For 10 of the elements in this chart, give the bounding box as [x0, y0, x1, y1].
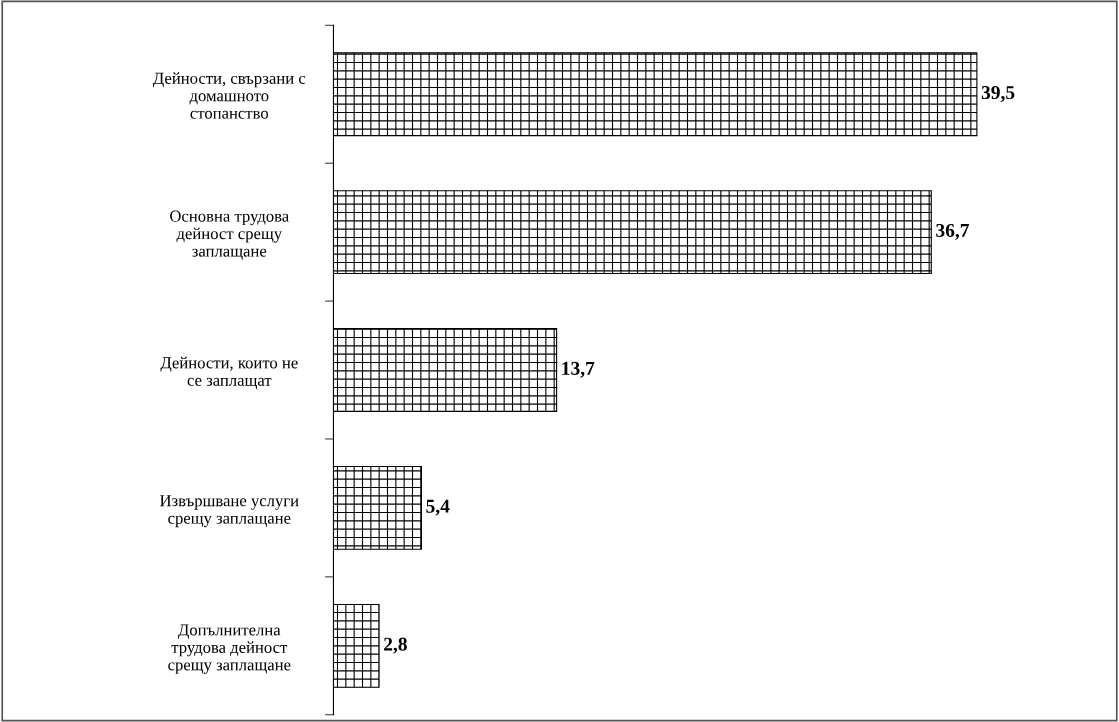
data-label: 2,8: [384, 637, 407, 654]
y-tick-label: Основна трудова дейност срещу заплащане: [170, 210, 289, 260]
data-label: 5,4: [426, 499, 450, 516]
data-label: 39,5: [981, 86, 1015, 102]
data-label: 36,7: [936, 223, 969, 240]
y-tick-label: Извършване услуги срещу заплащане: [160, 495, 299, 528]
data-label: 13,7: [562, 361, 595, 378]
y-tick-label: Дейности, които не се заплащат: [160, 356, 298, 390]
y-tick-label: Допълнителна трудова дейност срещу заплащане: [168, 624, 291, 674]
y-tick-label: Дейности, свързани с домашното стопанство: [152, 72, 306, 119]
